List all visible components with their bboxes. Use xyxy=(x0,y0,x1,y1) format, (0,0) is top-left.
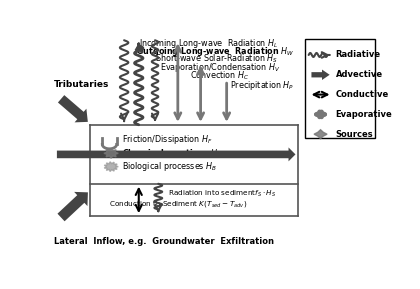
Text: Biological processes $H_B$: Biological processes $H_B$ xyxy=(123,160,218,173)
Text: Radiation into sediment$f_S \cdot H_S$: Radiation into sediment$f_S \cdot H_S$ xyxy=(168,189,276,199)
Text: Conduction to Sediment $K(T_{sed}-T_{adv})$: Conduction to Sediment $K(T_{sed}-T_{adv… xyxy=(110,199,248,209)
Text: Outgoing Long-wave  Radiation $H_W$: Outgoing Long-wave Radiation $H_W$ xyxy=(136,45,294,58)
Text: Advective: Advective xyxy=(336,70,383,79)
Text: Evaporation/Condensation $H_V$: Evaporation/Condensation $H_V$ xyxy=(160,61,281,74)
Text: Radiative: Radiative xyxy=(336,51,381,60)
Polygon shape xyxy=(104,162,118,171)
Text: Tributaries: Tributaries xyxy=(54,80,110,89)
FancyBboxPatch shape xyxy=(305,39,375,138)
Text: Incoming Long-wave  Radiation $H_L$: Incoming Long-wave Radiation $H_L$ xyxy=(139,37,278,50)
Polygon shape xyxy=(104,148,118,158)
Text: Sources: Sources xyxy=(336,130,373,139)
Text: Evaporative: Evaporative xyxy=(336,110,392,119)
Text: Short-wave Solar-Radiation $H_S$: Short-wave Solar-Radiation $H_S$ xyxy=(155,53,278,65)
Text: Chemical reactions $H_R$: Chemical reactions $H_R$ xyxy=(123,147,223,160)
Text: Lateral  Inflow, e.g.  Groundwater  Exfiltration: Lateral Inflow, e.g. Groundwater Exfiltr… xyxy=(54,237,274,246)
Text: Convection $H_C$: Convection $H_C$ xyxy=(190,70,250,82)
Text: Precipitation $H_P$: Precipitation $H_P$ xyxy=(230,79,294,92)
Polygon shape xyxy=(314,130,327,139)
Text: Friction/Dissipation $H_F$: Friction/Dissipation $H_F$ xyxy=(123,134,213,147)
Text: Conductive: Conductive xyxy=(336,90,389,99)
